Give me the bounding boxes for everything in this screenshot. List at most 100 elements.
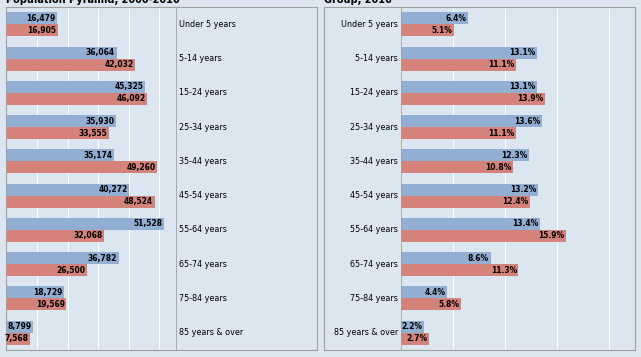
- Text: 45-54 years: 45-54 years: [179, 191, 227, 200]
- Text: 15-24 years: 15-24 years: [179, 88, 227, 97]
- Text: 33,555: 33,555: [79, 129, 108, 137]
- Text: 2.2%: 2.2%: [402, 322, 422, 331]
- Bar: [401, 161, 513, 174]
- Bar: [6, 218, 164, 230]
- Bar: [401, 333, 429, 345]
- Text: 13.1%: 13.1%: [510, 48, 536, 57]
- Text: 75-84 years: 75-84 years: [351, 294, 398, 303]
- Text: 11.3%: 11.3%: [491, 266, 517, 275]
- Text: 16,479: 16,479: [26, 14, 55, 23]
- Bar: [6, 161, 157, 174]
- Text: 42,032: 42,032: [104, 60, 133, 69]
- Bar: [6, 183, 129, 196]
- Bar: [6, 264, 87, 276]
- Text: 35,930: 35,930: [86, 117, 115, 126]
- Bar: [401, 127, 517, 139]
- Text: 55-64 years: 55-64 years: [179, 225, 227, 235]
- Text: Under 5 years: Under 5 years: [179, 20, 236, 29]
- Bar: [401, 24, 454, 36]
- Text: 19,569: 19,569: [36, 300, 65, 309]
- Text: 25-34 years: 25-34 years: [179, 122, 227, 132]
- Text: 35-44 years: 35-44 years: [351, 157, 398, 166]
- Bar: [6, 12, 57, 24]
- Bar: [401, 298, 462, 311]
- Text: 16,905: 16,905: [28, 26, 56, 35]
- Bar: [6, 333, 29, 345]
- Bar: [401, 46, 537, 59]
- Text: 65-74 years: 65-74 years: [351, 260, 398, 269]
- Text: 12.3%: 12.3%: [501, 151, 528, 160]
- Bar: [6, 59, 135, 71]
- Bar: [401, 59, 517, 71]
- Text: 5-14 years: 5-14 years: [179, 54, 222, 63]
- Text: 5.1%: 5.1%: [432, 26, 453, 35]
- Text: 5.8%: 5.8%: [439, 300, 460, 309]
- Text: 85 years & over: 85 years & over: [179, 328, 244, 337]
- Text: 45-54 years: 45-54 years: [351, 191, 398, 200]
- Text: 15.9%: 15.9%: [538, 231, 565, 240]
- Text: 8,799: 8,799: [8, 322, 32, 331]
- Text: 13.6%: 13.6%: [515, 117, 541, 126]
- Text: 46,092: 46,092: [117, 94, 146, 103]
- Bar: [401, 93, 545, 105]
- Text: 13.4%: 13.4%: [512, 220, 538, 228]
- Bar: [6, 196, 154, 208]
- Text: 5-14 years: 5-14 years: [356, 54, 398, 63]
- Text: 2.7%: 2.7%: [406, 334, 428, 343]
- Text: 6.4%: 6.4%: [445, 14, 466, 23]
- Text: Figure 1. Northeast Minnesota
Population Pyramid, 2000-2016: Figure 1. Northeast Minnesota Population…: [6, 0, 180, 5]
- Text: 7,568: 7,568: [4, 334, 28, 343]
- Text: 51,528: 51,528: [133, 220, 162, 228]
- Bar: [6, 81, 145, 93]
- Bar: [401, 149, 529, 161]
- Text: 11.1%: 11.1%: [488, 60, 515, 69]
- Bar: [401, 286, 447, 298]
- Bar: [401, 183, 538, 196]
- Bar: [6, 24, 58, 36]
- Bar: [6, 298, 66, 311]
- Text: 13.2%: 13.2%: [510, 185, 537, 194]
- Text: Figure 2. Percentage of Population by Age
Group, 2016: Figure 2. Percentage of Population by Ag…: [324, 0, 558, 5]
- Bar: [6, 127, 109, 139]
- Text: 35,174: 35,174: [83, 151, 112, 160]
- Bar: [6, 286, 63, 298]
- Text: 13.1%: 13.1%: [510, 82, 536, 91]
- Bar: [6, 115, 116, 127]
- Text: Under 5 years: Under 5 years: [342, 20, 398, 29]
- Text: 13.9%: 13.9%: [518, 94, 544, 103]
- Text: 15-24 years: 15-24 years: [351, 88, 398, 97]
- Text: 36,064: 36,064: [86, 48, 115, 57]
- Text: 10.8%: 10.8%: [485, 163, 512, 172]
- Text: 11.1%: 11.1%: [488, 129, 515, 137]
- Bar: [6, 149, 114, 161]
- Text: 85 years & over: 85 years & over: [334, 328, 398, 337]
- Text: 26,500: 26,500: [57, 266, 86, 275]
- Text: 12.4%: 12.4%: [502, 197, 528, 206]
- Text: 75-84 years: 75-84 years: [179, 294, 227, 303]
- Text: 55-64 years: 55-64 years: [351, 225, 398, 235]
- Text: 32,068: 32,068: [74, 231, 103, 240]
- Bar: [6, 93, 147, 105]
- Bar: [401, 230, 566, 242]
- Text: 4.4%: 4.4%: [424, 288, 445, 297]
- Bar: [401, 218, 540, 230]
- Bar: [401, 196, 530, 208]
- Text: 48,524: 48,524: [124, 197, 153, 206]
- Text: 49,260: 49,260: [126, 163, 155, 172]
- Bar: [401, 252, 490, 264]
- Text: 65-74 years: 65-74 years: [179, 260, 227, 269]
- Bar: [401, 321, 424, 333]
- Bar: [401, 264, 519, 276]
- Bar: [401, 115, 542, 127]
- Text: 45,325: 45,325: [115, 82, 144, 91]
- Text: 36,782: 36,782: [88, 254, 117, 263]
- Text: 18,729: 18,729: [33, 288, 62, 297]
- Text: 35-44 years: 35-44 years: [179, 157, 227, 166]
- Bar: [6, 230, 104, 242]
- Bar: [6, 46, 117, 59]
- Bar: [6, 252, 119, 264]
- Bar: [401, 12, 468, 24]
- Bar: [6, 321, 33, 333]
- Text: 25-34 years: 25-34 years: [351, 122, 398, 132]
- Text: 8.6%: 8.6%: [468, 254, 489, 263]
